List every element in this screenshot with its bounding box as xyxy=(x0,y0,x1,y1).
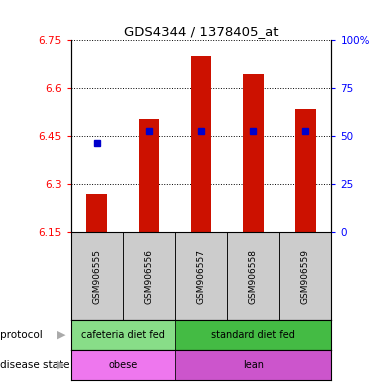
Text: GSM906559: GSM906559 xyxy=(301,248,310,303)
Text: lean: lean xyxy=(243,360,264,370)
Text: protocol: protocol xyxy=(0,330,43,340)
FancyBboxPatch shape xyxy=(71,232,123,320)
Bar xyxy=(139,119,159,232)
FancyBboxPatch shape xyxy=(71,320,175,350)
Text: GSM906558: GSM906558 xyxy=(249,248,258,303)
Title: GDS4344 / 1378405_at: GDS4344 / 1378405_at xyxy=(124,25,278,38)
Text: ▶: ▶ xyxy=(57,330,65,340)
Bar xyxy=(191,56,211,232)
FancyBboxPatch shape xyxy=(279,232,331,320)
Bar xyxy=(295,109,316,232)
FancyBboxPatch shape xyxy=(71,350,175,380)
Bar xyxy=(243,74,264,232)
FancyBboxPatch shape xyxy=(175,350,331,380)
Text: ▶: ▶ xyxy=(57,360,65,370)
FancyBboxPatch shape xyxy=(175,320,331,350)
FancyBboxPatch shape xyxy=(227,232,279,320)
Bar xyxy=(87,194,107,232)
Text: standard diet fed: standard diet fed xyxy=(211,330,295,340)
Text: obese: obese xyxy=(108,360,137,370)
Text: disease state: disease state xyxy=(0,360,69,370)
Text: GSM906557: GSM906557 xyxy=(196,248,206,303)
Text: GSM906556: GSM906556 xyxy=(144,248,154,303)
Text: cafeteria diet fed: cafeteria diet fed xyxy=(81,330,165,340)
Text: GSM906555: GSM906555 xyxy=(92,248,101,303)
FancyBboxPatch shape xyxy=(175,232,227,320)
FancyBboxPatch shape xyxy=(123,232,175,320)
